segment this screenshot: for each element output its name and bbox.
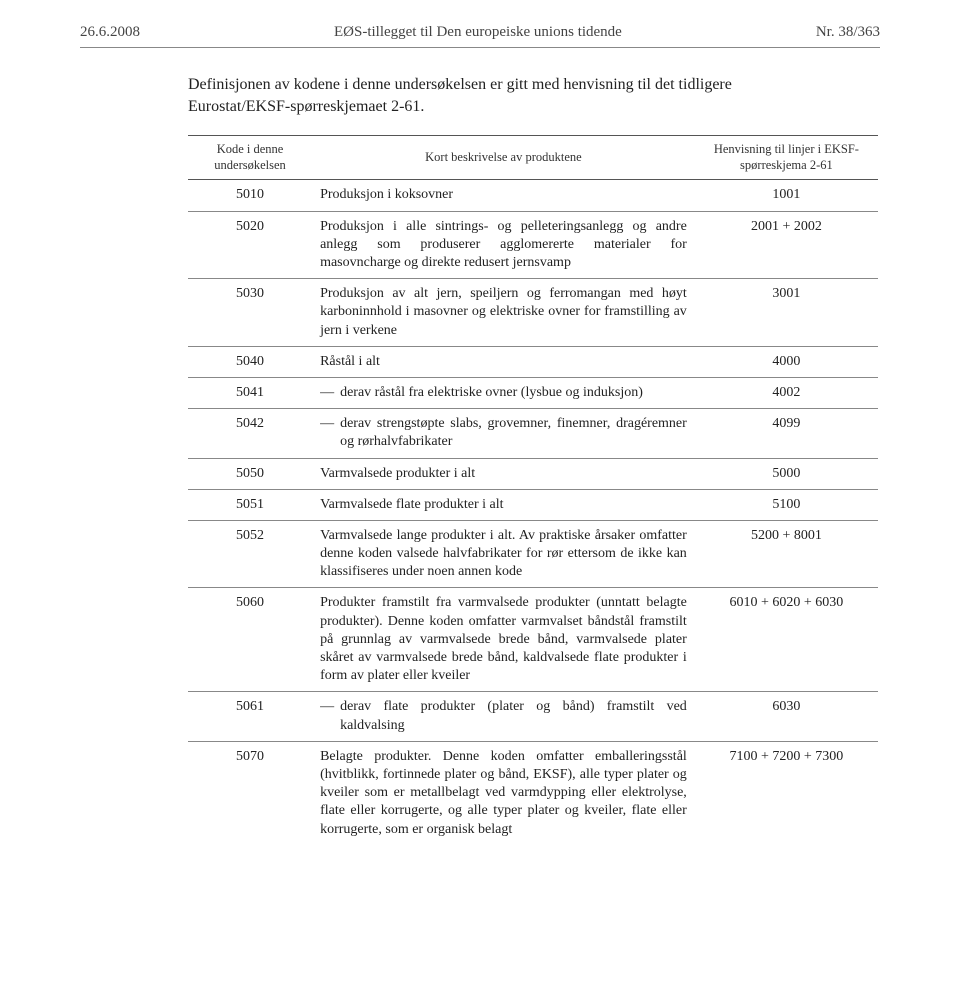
cell-desc: —derav strengstøpte slabs, grovemner, fi… — [312, 409, 695, 458]
cell-code: 5040 — [188, 346, 312, 377]
header-date: 26.6.2008 — [80, 24, 140, 41]
table-row: 5040Råstål i alt4000 — [188, 346, 878, 377]
cell-desc: —derav flate produkter (plater og bånd) … — [312, 692, 695, 741]
table-row: 5041—derav råstål fra elektriske ovner (… — [188, 377, 878, 408]
cell-desc-text: derav råstål fra elektriske ovner (lysbu… — [340, 384, 687, 402]
cell-code: 5050 — [188, 458, 312, 489]
page: 26.6.2008 EØS-tillegget til Den europeis… — [0, 0, 960, 983]
table-row: 5060Produkter framstilt fra varmvalsede … — [188, 588, 878, 692]
cell-desc-text: derav flate produkter (plater og bånd) f… — [340, 698, 687, 734]
cell-desc: Varmvalsede lange produkter i alt. Av pr… — [312, 520, 695, 588]
table-row: 5052Varmvalsede lange produkter i alt. A… — [188, 520, 878, 588]
table-row: 5051Varmvalsede flate produkter i alt510… — [188, 489, 878, 520]
intro-paragraph: Definisjonen av kodene i denne undersøke… — [188, 74, 828, 117]
running-head: 26.6.2008 EØS-tillegget til Den europeis… — [80, 24, 880, 41]
cell-desc-text: derav strengstøpte slabs, grovemner, fin… — [340, 415, 687, 451]
cell-ref: 4099 — [695, 409, 878, 458]
dash-icon: — — [320, 698, 340, 734]
cell-code: 5041 — [188, 377, 312, 408]
cell-desc: —derav råstål fra elektriske ovner (lysb… — [312, 377, 695, 408]
cell-code: 5010 — [188, 180, 312, 211]
table-row: 5050Varmvalsede produkter i alt5000 — [188, 458, 878, 489]
cell-desc: Råstål i alt — [312, 346, 695, 377]
table-row: 5020Produksjon i alle sintrings- og pell… — [188, 211, 878, 279]
cell-ref: 5000 — [695, 458, 878, 489]
cell-ref: 5100 — [695, 489, 878, 520]
cell-ref: 3001 — [695, 279, 878, 347]
col-header-code: Kode i denne undersøkelsen — [188, 136, 312, 180]
cell-code: 5070 — [188, 741, 312, 844]
cell-code: 5060 — [188, 588, 312, 692]
cell-ref: 7100 + 7200 + 7300 — [695, 741, 878, 844]
table-body: 5010Produksjon i koksovner10015020Produk… — [188, 180, 878, 845]
dash-icon: — — [320, 384, 340, 402]
cell-ref: 4000 — [695, 346, 878, 377]
cell-code: 5061 — [188, 692, 312, 741]
cell-desc: Produksjon av alt jern, speiljern og fer… — [312, 279, 695, 347]
header-rule — [80, 47, 880, 48]
header-title: EØS-tillegget til Den europeiske unions … — [334, 24, 622, 41]
cell-code: 5052 — [188, 520, 312, 588]
cell-code: 5042 — [188, 409, 312, 458]
cell-desc: Produksjon i alle sintrings- og pelleter… — [312, 211, 695, 279]
table-row: 5030Produksjon av alt jern, speiljern og… — [188, 279, 878, 347]
cell-code: 5030 — [188, 279, 312, 347]
header-pageno: Nr. 38/363 — [816, 24, 880, 41]
table-header-row: Kode i denne undersøkelsen Kort beskrive… — [188, 136, 878, 180]
dash-icon: — — [320, 415, 340, 451]
cell-code: 5020 — [188, 211, 312, 279]
cell-desc: Varmvalsede flate produkter i alt — [312, 489, 695, 520]
cell-ref: 6010 + 6020 + 6030 — [695, 588, 878, 692]
cell-ref: 2001 + 2002 — [695, 211, 878, 279]
codes-table: Kode i denne undersøkelsen Kort beskrive… — [188, 135, 878, 845]
table-row: 5010Produksjon i koksovner1001 — [188, 180, 878, 211]
cell-desc: Varmvalsede produkter i alt — [312, 458, 695, 489]
col-header-desc: Kort beskrivelse av produktene — [312, 136, 695, 180]
cell-code: 5051 — [188, 489, 312, 520]
col-header-ref: Henvisning til linjer i EKSF-spørreskjem… — [695, 136, 878, 180]
cell-desc: Produksjon i koksovner — [312, 180, 695, 211]
cell-ref: 5200 + 8001 — [695, 520, 878, 588]
cell-ref: 4002 — [695, 377, 878, 408]
table-row: 5070Belagte produkter. Denne koden omfat… — [188, 741, 878, 844]
table-row: 5042—derav strengstøpte slabs, grovemner… — [188, 409, 878, 458]
cell-desc: Belagte produkter. Denne koden omfatter … — [312, 741, 695, 844]
cell-desc: Produkter framstilt fra varmvalsede prod… — [312, 588, 695, 692]
cell-ref: 1001 — [695, 180, 878, 211]
table-row: 5061—derav flate produkter (plater og bå… — [188, 692, 878, 741]
cell-ref: 6030 — [695, 692, 878, 741]
